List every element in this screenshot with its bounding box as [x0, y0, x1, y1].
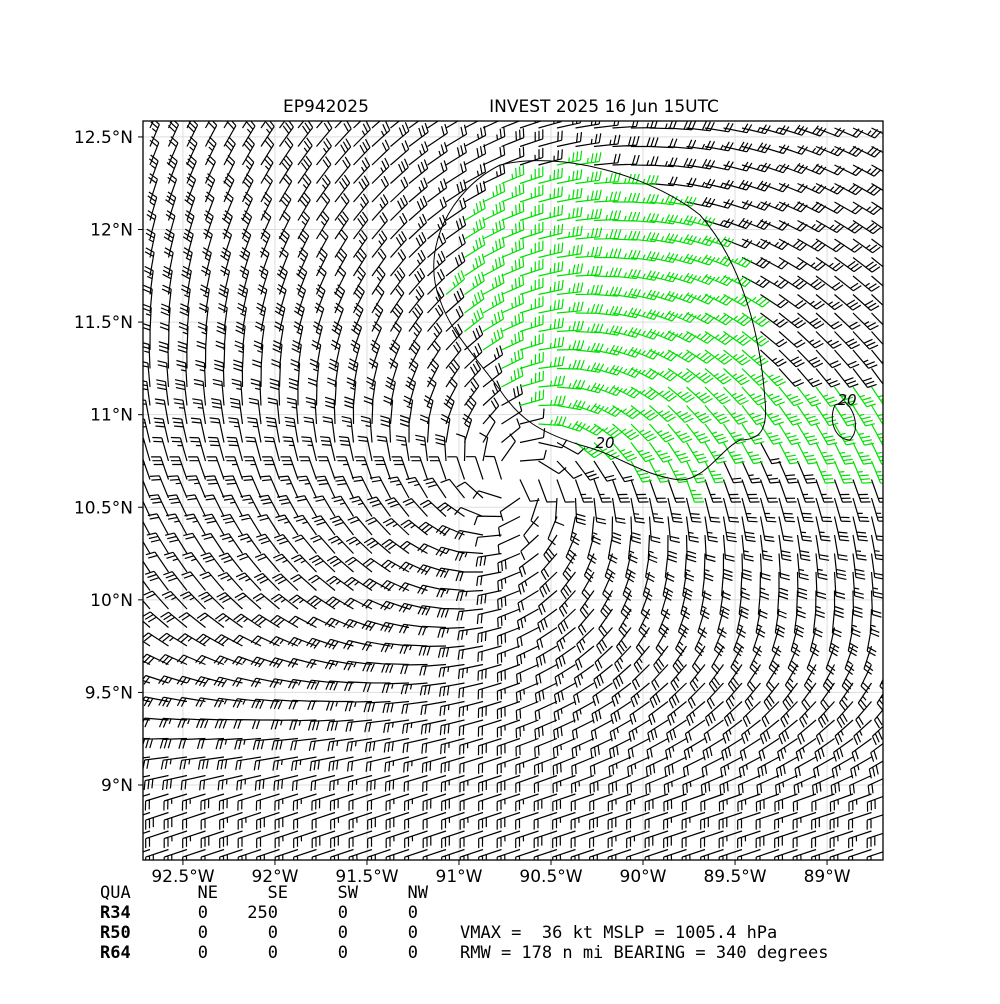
table-cell: 0: [408, 923, 418, 943]
table-cell: 0: [338, 923, 348, 943]
table-cell: 0: [268, 943, 278, 963]
table-cell: 0: [268, 923, 278, 943]
y-tick-label: 10°N: [90, 591, 133, 611]
frame: [142, 120, 884, 861]
x-tick-label: 90.5°W: [519, 867, 582, 887]
contour-label: 20: [837, 391, 856, 409]
table-header: SW: [338, 883, 359, 903]
table-cell: R64: [100, 943, 131, 963]
table-cell: 250: [247, 903, 278, 923]
table-cell: R50: [100, 923, 131, 943]
x-tick-label: 92.5°W: [151, 867, 214, 887]
contour-label: 20: [595, 434, 614, 452]
grid: [143, 121, 883, 860]
title-left: EP942025: [283, 97, 369, 117]
table-cell: 0: [338, 903, 348, 923]
y-tick-label: 11°N: [90, 406, 133, 426]
ticks: 92.5°W 92°W 91.5°W 91°W 90.5°W 90°W 89.5°W 89°W…: [74, 128, 851, 887]
y-tick-label: 9.5°N: [85, 683, 133, 703]
x-tick-label: 90°W: [620, 867, 667, 887]
table-cell: 0: [198, 903, 208, 923]
x-tick-label: 92°W: [251, 867, 298, 887]
table-cell: 0: [198, 943, 208, 963]
table-header: QUA: [100, 883, 131, 903]
x-tick-label: 91°W: [436, 867, 483, 887]
x-tick-label: 89.5°W: [703, 867, 766, 887]
info-line: RMW = 178 n mi BEARING = 340 degrees: [460, 943, 828, 963]
table-cell: 0: [198, 923, 208, 943]
table-cell: 0: [408, 943, 418, 963]
title-right: INVEST 2025 16 Jun 15UTC: [489, 97, 719, 117]
table-header: NW: [408, 883, 429, 903]
table-header: NE: [198, 883, 218, 903]
y-tick-label: 9°N: [101, 776, 133, 796]
wind-barbs: [143, 121, 883, 860]
x-tick-label: 89°W: [804, 867, 851, 887]
table-cell: R34: [100, 903, 131, 923]
barb-layer: 20 20: [143, 121, 883, 860]
y-tick-label: 10.5°N: [74, 498, 133, 518]
contour-20: [433, 160, 856, 481]
info-line: VMAX = 36 kt MSLP = 1005.4 hPa: [460, 923, 777, 943]
table-cell: 0: [408, 903, 418, 923]
y-tick-label: 12°N: [90, 221, 133, 241]
y-tick-label: 12.5°N: [74, 128, 133, 148]
y-tick-label: 11.5°N: [74, 313, 133, 333]
x-tick-label: 91.5°W: [335, 867, 398, 887]
table-cell: 0: [338, 943, 348, 963]
table-header: SE: [268, 883, 288, 903]
